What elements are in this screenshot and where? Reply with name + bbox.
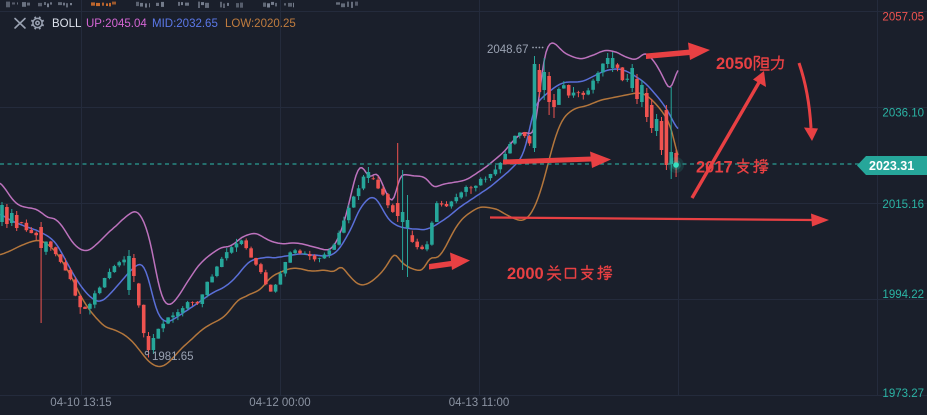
svg-text:1973.27: 1973.27	[882, 388, 924, 400]
svg-text:MID:2032.65: MID:2032.65	[152, 18, 218, 30]
svg-text:LOW:2020.25: LOW:2020.25	[225, 18, 296, 30]
svg-text:2017: 2017	[696, 159, 733, 177]
svg-text:1981.65: 1981.65	[152, 351, 194, 363]
svg-text:2015.16: 2015.16	[882, 199, 924, 211]
svg-text:2036.10: 2036.10	[882, 108, 924, 120]
svg-text:2023.31: 2023.31	[869, 159, 914, 173]
svg-text:BOLL: BOLL	[52, 18, 82, 30]
svg-text:2050: 2050	[716, 55, 753, 73]
svg-text:2048.67: 2048.67	[487, 44, 529, 56]
svg-text:04-12 00:00: 04-12 00:00	[249, 397, 310, 409]
svg-text:04-10 13:15: 04-10 13:15	[50, 397, 111, 409]
svg-text:2000: 2000	[507, 265, 544, 283]
svg-text:2057.05: 2057.05	[882, 12, 924, 24]
svg-text:1994.22: 1994.22	[882, 289, 924, 301]
svg-text:UP:2045.04: UP:2045.04	[86, 18, 147, 30]
svg-text:04-13 11:00: 04-13 11:00	[449, 397, 510, 409]
